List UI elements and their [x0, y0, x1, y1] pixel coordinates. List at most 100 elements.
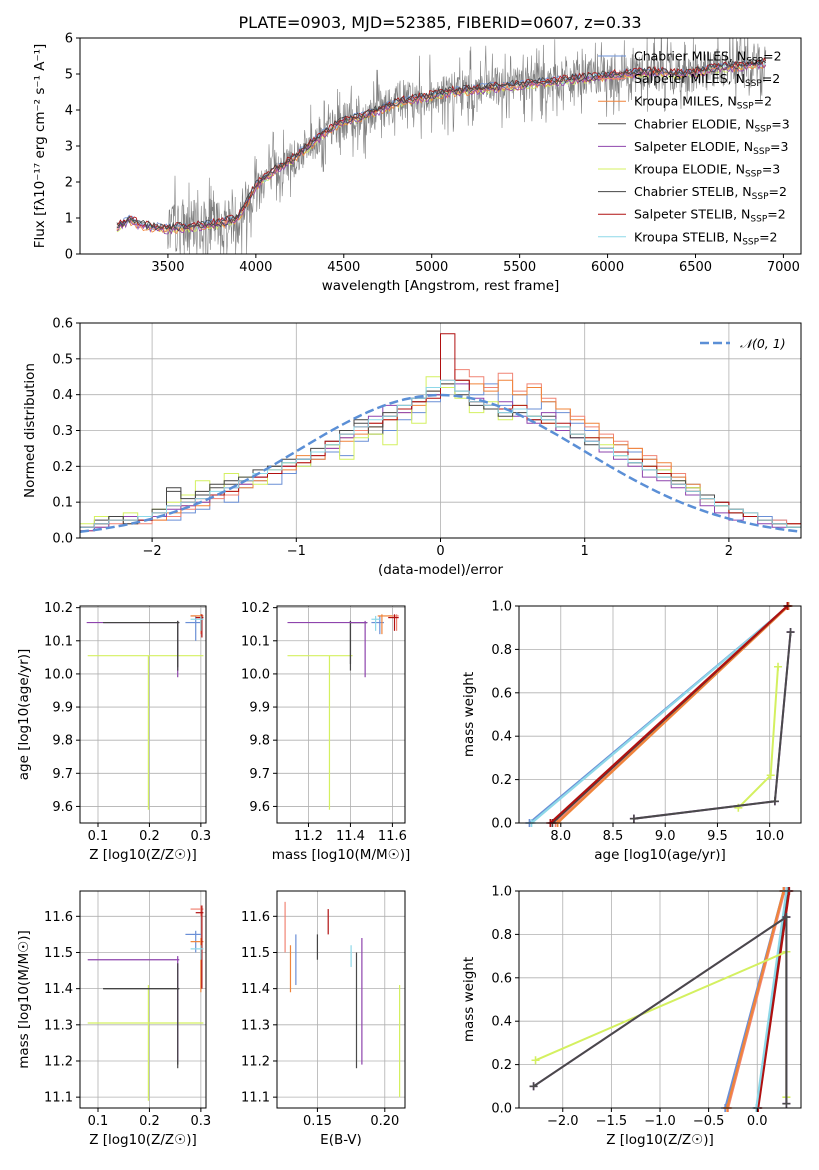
x-tick-label: 6000	[591, 260, 624, 275]
axes-frame	[276, 605, 406, 824]
mass-weight-marker	[529, 1082, 538, 1091]
x-tick-label: 2	[725, 544, 733, 559]
x-tick-label: 0.15	[303, 1114, 332, 1129]
y-tick-label: 10.1	[241, 634, 270, 649]
age-vs-Z-panel: 0.1 0.2 0.3 9.6 9.7 9.8 9.9 10.0 10.1 10.2 Z [log1…	[16, 601, 211, 863]
legend-subscript: SSP	[746, 57, 763, 67]
x-axis-label: (data-model)/error	[378, 562, 504, 578]
axes-frame	[276, 890, 406, 1109]
spectrum-model-line	[116, 58, 767, 231]
y-tick-label: 0.6	[491, 971, 512, 986]
x-tick-label: 10.0	[755, 829, 784, 844]
x-tick-label: −1.5	[596, 1114, 628, 1129]
y-tick-label: 9.8	[52, 734, 73, 749]
x-axis-label: mass [log10(M/M☉)]	[272, 847, 411, 863]
y-tick-label: 9.8	[249, 734, 270, 749]
x-tick-label: −2.0	[547, 1114, 579, 1129]
y-tick-label: 10.0	[241, 667, 270, 682]
x-tick-label: 0.1	[88, 829, 109, 844]
x-tick-label: 8.5	[603, 829, 624, 844]
age-vs-mass-panel: 11.2 11.4 11.6 9.6 9.7 9.8 9.9 10.0 10.1 10.2 mass…	[241, 601, 410, 863]
y-tick-label: 11.2	[44, 1054, 73, 1069]
legend-subscript: SSP	[737, 102, 754, 112]
legend-count: =3	[771, 116, 789, 131]
mass-vs-ebv-panel: 0.15 0.20 11.1 11.2 11.3 11.4 11.5 11.6 E(B-V)	[241, 890, 406, 1148]
legend-label: Chabrier ELODIE, NSSP=3	[634, 116, 790, 134]
x-tick-label: 0.0	[747, 1114, 768, 1129]
legend-label: Chabrier MILES, NSSP=2	[634, 49, 782, 67]
legend-model: Chabrier STELIB, N	[634, 184, 752, 199]
x-tick-label: 8.0	[550, 829, 571, 844]
y-tick-label: 11.6	[241, 910, 270, 925]
x-tick-label: 0.3	[191, 1114, 212, 1129]
y-tick-label: 10.2	[44, 601, 73, 616]
mass-weight-line	[726, 890, 785, 1109]
legend-subscript: SSP	[745, 79, 762, 89]
legend-subscript: SSP	[754, 124, 771, 134]
mass-weight-marker	[782, 913, 791, 922]
y-axis-label: Flux [fλ10⁻¹⁷ erg cm⁻² s⁻¹ A⁻¹]	[32, 44, 48, 249]
y-tick-label: 11.3	[241, 1018, 270, 1033]
x-tick-label: 0.2	[139, 1114, 160, 1129]
axes-frame	[79, 605, 207, 824]
y-tick-label: 11.3	[44, 1018, 73, 1033]
x-tick-label: 4500	[327, 260, 360, 275]
y-tick-label: 9.7	[52, 767, 73, 782]
y-axis-label: mass weight	[461, 672, 477, 757]
legend-model: Kroupa ELODIE, N	[634, 162, 745, 177]
mass-weight-marker	[629, 814, 638, 823]
legend-count: =2	[754, 94, 772, 109]
gaussian-curve	[80, 393, 801, 533]
legend-label: Kroupa MILES, NSSP=2	[634, 94, 772, 112]
y-tick-label: 0.5	[52, 352, 73, 367]
y-tick-label: 0.0	[52, 532, 73, 547]
legend-label: Chabrier STELIB, NSSP=2	[634, 184, 787, 202]
y-tick-label: 0.2	[52, 460, 73, 475]
y-tick-label: 11.5	[44, 946, 73, 961]
mass-weight-line	[757, 890, 791, 1109]
x-tick-label: 0.20	[370, 1114, 399, 1129]
y-tick-label: 9.6	[249, 800, 270, 815]
legend-label: 𝒩(0, 1)	[740, 336, 786, 351]
legend-subscript: SSP	[745, 170, 762, 180]
x-tick-label: 0	[436, 544, 444, 559]
x-tick-label: 5500	[503, 260, 536, 275]
y-axis-label: age [log10(age/yr)]	[16, 649, 32, 781]
y-tick-label: 11.6	[44, 910, 73, 925]
x-axis-label: wavelength [Angstrom, rest frame]	[322, 278, 560, 294]
x-tick-label: 11.4	[336, 829, 365, 844]
y-tick-label: 5	[65, 68, 73, 83]
x-tick-label: 7000	[767, 260, 800, 275]
y-tick-label: 11.1	[44, 1091, 73, 1106]
y-tick-label: 1	[65, 212, 73, 227]
legend-count: =2	[767, 207, 785, 222]
x-axis-label: Z [log10(Z/Z☉)]	[89, 847, 197, 863]
legend-label: Kroupa STELIB, NSSP=2	[634, 229, 778, 247]
y-tick-label: 0.6	[52, 317, 73, 332]
y-tick-label: 11.1	[241, 1091, 270, 1106]
x-tick-label: −0.5	[693, 1114, 725, 1129]
mass-weight-line	[549, 605, 789, 824]
mass-weight-line	[737, 666, 779, 809]
x-axis-label: Z [log10(Z/Z☉)]	[89, 1132, 197, 1148]
x-tick-label: −1.0	[644, 1114, 676, 1129]
axes-frame	[79, 890, 207, 1109]
x-tick-label: 9.5	[707, 829, 728, 844]
x-tick-label: 3500	[151, 260, 184, 275]
mass-weight-marker	[531, 1056, 540, 1065]
x-tick-label: −2	[143, 544, 162, 559]
legend-count: =2	[763, 49, 781, 64]
y-tick-label: 9.9	[52, 701, 73, 716]
legend-subscript: SSP	[752, 192, 769, 202]
y-tick-label: 0.4	[52, 388, 73, 403]
mass-weight-marker	[782, 1099, 791, 1108]
y-tick-label: 0.8	[491, 928, 512, 943]
legend-model: Chabrier MILES, N	[634, 49, 746, 64]
y-tick-label: 0	[65, 248, 73, 263]
mass-weight-vs-Z-panel: −2.0 −1.5 −1.0 −0.5 0.0 0.0 0.2 0.4 0.6 0.8 1.0 Z […	[461, 885, 802, 1148]
x-tick-label: 4000	[239, 260, 272, 275]
y-tick-label: 2	[65, 176, 73, 191]
residuals-plot-area	[80, 333, 801, 533]
histogram-step-line	[80, 379, 801, 528]
